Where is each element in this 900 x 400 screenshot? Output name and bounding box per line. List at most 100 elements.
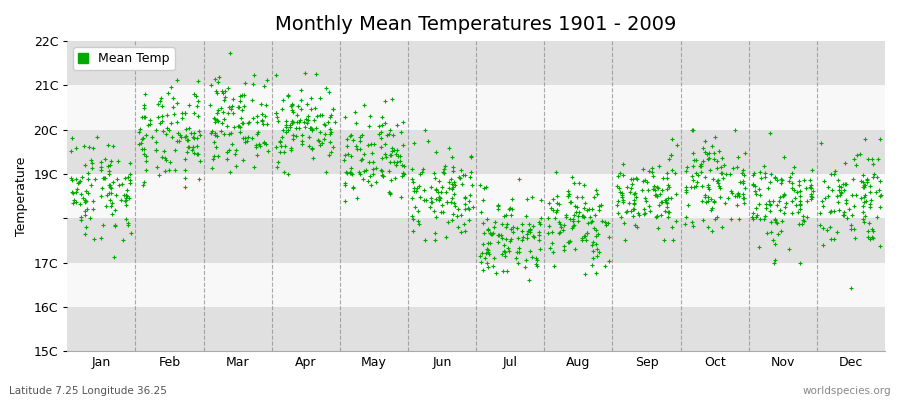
Point [248, 144, 263, 150]
Point [313, 112, 328, 118]
Point [491, 202, 506, 209]
Point [545, 240, 560, 246]
Point [139, 167, 153, 173]
Point [534, 197, 548, 203]
Point [680, 183, 694, 190]
Point [84, 182, 98, 188]
Point [79, 223, 94, 230]
Point [624, 184, 638, 191]
Point [249, 119, 264, 125]
Point [734, 170, 749, 177]
Point [863, 201, 878, 207]
Point [428, 169, 442, 176]
Point [664, 135, 679, 142]
Point [407, 185, 421, 191]
Point [752, 201, 766, 208]
Point [234, 115, 248, 122]
Point [380, 132, 394, 138]
Point [753, 175, 768, 181]
Point [303, 125, 318, 131]
Point [210, 90, 224, 97]
Point [643, 208, 657, 214]
Point [532, 232, 546, 238]
Point [458, 228, 473, 234]
Point [654, 212, 669, 218]
Point [578, 233, 592, 240]
Point [630, 224, 644, 230]
Point [711, 180, 725, 186]
Point [546, 249, 561, 255]
Point [120, 193, 134, 200]
Point [177, 156, 192, 162]
Point [343, 170, 357, 176]
Point [405, 195, 419, 201]
Point [861, 234, 876, 240]
Point [319, 168, 333, 175]
Point [378, 151, 392, 157]
Point [432, 194, 446, 200]
Point [615, 193, 629, 200]
Point [641, 186, 655, 193]
Point [657, 197, 671, 203]
Point [451, 206, 465, 212]
Point [115, 237, 130, 243]
Point [788, 195, 803, 202]
Point [446, 211, 460, 217]
Point [170, 138, 184, 144]
Point [556, 222, 571, 228]
Point [135, 136, 149, 142]
Point [857, 218, 871, 225]
Point [284, 147, 298, 153]
Point [473, 253, 488, 259]
Point [626, 200, 641, 206]
Point [434, 188, 448, 195]
Point [566, 216, 580, 223]
Text: Latitude 7.25 Longitude 36.25: Latitude 7.25 Longitude 36.25 [9, 386, 166, 396]
Point [104, 203, 118, 210]
Point [424, 199, 438, 205]
Point [833, 192, 848, 198]
Point [464, 169, 479, 175]
Point [69, 198, 84, 205]
Point [564, 199, 579, 206]
Point [148, 147, 163, 153]
Point [847, 226, 861, 232]
Point [449, 213, 464, 219]
Point [589, 270, 603, 276]
Point [575, 235, 590, 242]
Point [565, 223, 580, 230]
Point [804, 181, 818, 188]
Point [833, 190, 848, 197]
Point [64, 148, 78, 154]
Point [759, 205, 773, 211]
Point [404, 212, 419, 219]
Point [428, 214, 443, 220]
Point [793, 202, 807, 208]
Point [365, 170, 380, 177]
Point [591, 231, 606, 237]
Point [214, 105, 229, 111]
Point [696, 145, 710, 151]
Point [857, 182, 871, 188]
Point [728, 193, 742, 199]
Point [764, 229, 778, 236]
Point [579, 237, 593, 244]
Point [232, 122, 247, 129]
Point [585, 242, 599, 248]
Point [814, 198, 829, 204]
Point [649, 214, 663, 221]
Point [321, 118, 336, 125]
Point [276, 97, 291, 103]
Point [523, 226, 537, 233]
Point [663, 194, 678, 201]
Point [464, 153, 478, 159]
Point [767, 259, 781, 266]
Point [375, 168, 390, 174]
Point [549, 209, 563, 215]
Point [645, 186, 660, 192]
Point [806, 188, 820, 194]
Point [78, 196, 93, 203]
Point [375, 171, 390, 178]
Point [493, 232, 508, 238]
Point [555, 226, 570, 233]
